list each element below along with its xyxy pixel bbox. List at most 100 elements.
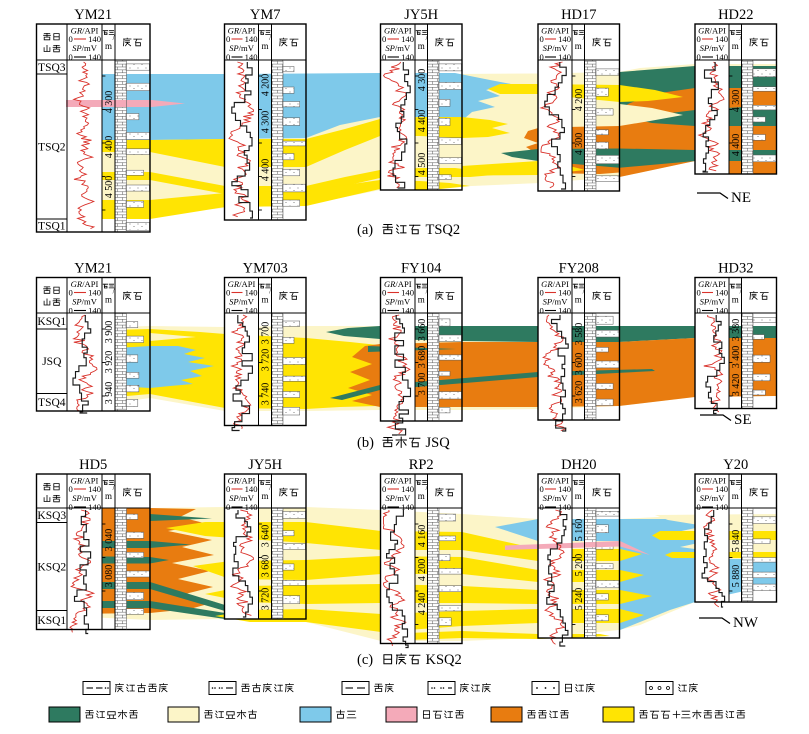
svg-text:4 160: 4 160 bbox=[417, 525, 428, 548]
svg-text:4 300: 4 300 bbox=[417, 69, 428, 92]
svg-text:0: 0 bbox=[382, 502, 386, 512]
svg-text:140: 140 bbox=[88, 288, 101, 298]
svg-text:5 880: 5 880 bbox=[731, 565, 742, 588]
svg-text:140: 140 bbox=[245, 306, 258, 316]
svg-text:140: 140 bbox=[715, 484, 728, 494]
svg-text:3 420: 3 420 bbox=[731, 374, 742, 397]
svg-text:0: 0 bbox=[382, 288, 386, 298]
svg-text:140: 140 bbox=[715, 288, 728, 298]
svg-text:m: m bbox=[105, 491, 112, 501]
svg-text:SP/mV: SP/mV bbox=[385, 297, 411, 307]
svg-text:4 400: 4 400 bbox=[731, 134, 742, 157]
svg-text:0: 0 bbox=[540, 484, 544, 494]
svg-text:3 720: 3 720 bbox=[261, 588, 272, 611]
svg-text:140: 140 bbox=[401, 288, 414, 298]
svg-text:4 400: 4 400 bbox=[417, 110, 428, 133]
svg-text:0: 0 bbox=[226, 34, 230, 44]
svg-text:YM703: YM703 bbox=[243, 261, 288, 277]
svg-text:KSQ1: KSQ1 bbox=[37, 615, 66, 627]
svg-text:SP/mV: SP/mV bbox=[543, 297, 569, 307]
svg-text:0: 0 bbox=[382, 484, 386, 494]
svg-text:0: 0 bbox=[697, 306, 701, 316]
svg-text:3 680: 3 680 bbox=[417, 346, 428, 369]
svg-text:KSQ1: KSQ1 bbox=[37, 316, 66, 328]
svg-text:KSQ3: KSQ3 bbox=[37, 510, 66, 522]
svg-text:TSQ2: TSQ2 bbox=[38, 142, 66, 154]
svg-text:4 400: 4 400 bbox=[104, 136, 115, 159]
svg-text:GR/API: GR/API bbox=[541, 476, 569, 486]
svg-text:140: 140 bbox=[558, 52, 571, 62]
svg-text:0: 0 bbox=[540, 34, 544, 44]
svg-text:140: 140 bbox=[88, 502, 101, 512]
svg-text:0: 0 bbox=[69, 484, 73, 494]
svg-text:3 080: 3 080 bbox=[104, 565, 115, 588]
svg-text:SP/mV: SP/mV bbox=[229, 493, 255, 503]
svg-text:140: 140 bbox=[558, 34, 571, 44]
svg-text:m: m bbox=[261, 491, 268, 501]
svg-text:FY208: FY208 bbox=[559, 261, 599, 277]
svg-text:m: m bbox=[732, 41, 739, 51]
svg-text:JY5H: JY5H bbox=[248, 457, 282, 473]
svg-text:FY104: FY104 bbox=[401, 261, 442, 277]
svg-text:GR/API: GR/API bbox=[384, 476, 412, 486]
svg-text:140: 140 bbox=[88, 484, 101, 494]
svg-text:GR/API: GR/API bbox=[228, 279, 256, 289]
svg-text:3 660: 3 660 bbox=[417, 319, 428, 342]
svg-text:/: / bbox=[740, 484, 742, 492]
svg-text:3 620: 3 620 bbox=[574, 381, 585, 404]
svg-text:3 700: 3 700 bbox=[261, 322, 272, 345]
svg-text:NE: NE bbox=[731, 190, 751, 206]
svg-text:140: 140 bbox=[401, 484, 414, 494]
svg-text:JY5H: JY5H bbox=[404, 7, 438, 23]
svg-text:0: 0 bbox=[69, 34, 73, 44]
svg-text:140: 140 bbox=[88, 34, 101, 44]
svg-text:0: 0 bbox=[697, 502, 701, 512]
svg-text:140: 140 bbox=[715, 306, 728, 316]
svg-text:HD5: HD5 bbox=[79, 457, 107, 473]
svg-text:140: 140 bbox=[558, 306, 571, 316]
svg-text:0: 0 bbox=[382, 306, 386, 316]
svg-text:4 300: 4 300 bbox=[261, 111, 272, 134]
svg-text:(b): (b) bbox=[357, 435, 374, 451]
svg-text:SP/mV: SP/mV bbox=[72, 43, 98, 53]
svg-text:0: 0 bbox=[69, 288, 73, 298]
svg-text:5 240: 5 240 bbox=[574, 588, 585, 611]
svg-text:TSQ4: TSQ4 bbox=[38, 397, 66, 409]
svg-text:SP/mV: SP/mV bbox=[700, 493, 726, 503]
svg-text:/: / bbox=[113, 34, 115, 42]
svg-text:/: / bbox=[113, 484, 115, 492]
svg-text:4 240: 4 240 bbox=[417, 593, 428, 616]
svg-text:m: m bbox=[732, 491, 739, 501]
svg-text:3 580: 3 580 bbox=[574, 323, 585, 346]
svg-text:3 740: 3 740 bbox=[261, 383, 272, 406]
svg-text:GR/API: GR/API bbox=[384, 279, 412, 289]
svg-text:140: 140 bbox=[245, 34, 258, 44]
svg-text:0: 0 bbox=[697, 52, 701, 62]
svg-text:m: m bbox=[418, 41, 425, 51]
svg-text:3 640: 3 640 bbox=[261, 525, 272, 548]
svg-text:SP/mV: SP/mV bbox=[700, 43, 726, 53]
svg-text:0: 0 bbox=[540, 52, 544, 62]
svg-text:m: m bbox=[575, 295, 582, 305]
svg-text:4 200: 4 200 bbox=[417, 559, 428, 582]
svg-text:0: 0 bbox=[697, 34, 701, 44]
svg-text:GR/API: GR/API bbox=[228, 476, 256, 486]
svg-text:3 600: 3 600 bbox=[574, 353, 585, 376]
svg-text:m: m bbox=[575, 41, 582, 51]
svg-text:HD17: HD17 bbox=[561, 7, 596, 23]
svg-text:140: 140 bbox=[401, 502, 414, 512]
svg-text:KSQ2: KSQ2 bbox=[426, 652, 462, 668]
svg-text:SP/mV: SP/mV bbox=[72, 493, 98, 503]
svg-text:0: 0 bbox=[540, 288, 544, 298]
svg-text:/: / bbox=[583, 484, 585, 492]
svg-text:0: 0 bbox=[69, 306, 73, 316]
svg-text:GR/API: GR/API bbox=[698, 279, 726, 289]
svg-text:GR/API: GR/API bbox=[228, 26, 256, 36]
svg-text:TSQ2: TSQ2 bbox=[426, 222, 461, 238]
svg-text:0: 0 bbox=[382, 52, 386, 62]
svg-text:SP/mV: SP/mV bbox=[72, 297, 98, 307]
svg-text:140: 140 bbox=[558, 502, 571, 512]
svg-text:YM21: YM21 bbox=[74, 261, 112, 277]
svg-text:m: m bbox=[732, 295, 739, 305]
svg-text:m: m bbox=[261, 41, 268, 51]
